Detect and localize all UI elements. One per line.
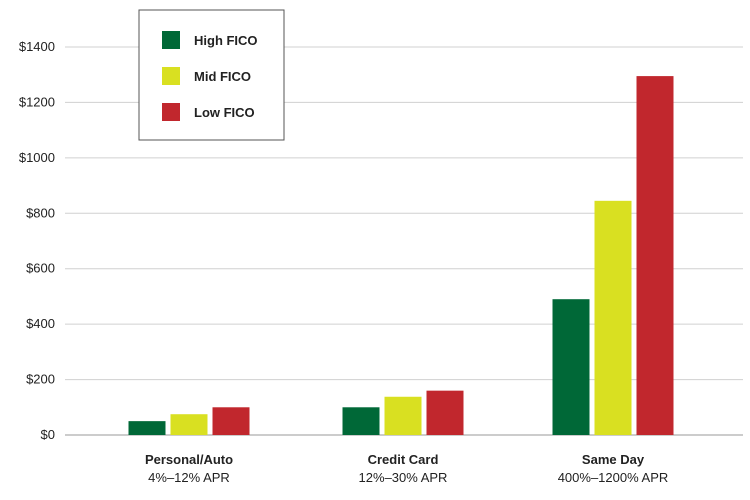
legend-swatch <box>162 31 180 49</box>
bars <box>128 76 674 435</box>
y-tick-label: $1200 <box>19 94 55 109</box>
category-apr-label: 4%–12% APR <box>148 470 230 485</box>
legend-label: Low FICO <box>194 105 255 120</box>
y-tick-label: $400 <box>26 316 55 331</box>
legend-swatch <box>162 67 180 85</box>
y-tick-label: $200 <box>26 372 55 387</box>
bar-mid-fico-personal-auto <box>170 414 208 435</box>
bar-low-fico-credit-card <box>426 390 464 435</box>
category-apr-label: 400%–1200% APR <box>558 470 669 485</box>
legend-swatch <box>162 103 180 121</box>
y-tick-label: $0 <box>41 427 55 442</box>
y-tick-label: $1400 <box>19 39 55 54</box>
y-tick-label: $800 <box>26 205 55 220</box>
bar-mid-fico-same-day <box>594 200 632 435</box>
y-axis-tick-labels: $0 $200 $400 $600 $800 $1000 $1200 $1400 <box>19 39 55 442</box>
bar-mid-fico-credit-card <box>384 396 422 435</box>
bar-high-fico-same-day <box>552 299 590 435</box>
y-tick-label: $1000 <box>19 150 55 165</box>
category-label: Credit Card <box>368 452 439 467</box>
bar-low-fico-same-day <box>636 76 674 435</box>
bar-low-fico-personal-auto <box>212 407 250 435</box>
legend-label: Mid FICO <box>194 69 251 84</box>
legend-label: High FICO <box>194 33 258 48</box>
legend: High FICO Mid FICO Low FICO <box>138 9 285 141</box>
bar-high-fico-credit-card <box>342 407 380 435</box>
bar-high-fico-personal-auto <box>128 421 166 435</box>
category-label: Same Day <box>582 452 645 467</box>
y-tick-label: $600 <box>26 261 55 276</box>
category-label: Personal/Auto <box>145 452 233 467</box>
category-apr-label: 12%–30% APR <box>359 470 448 485</box>
x-axis-category-labels: Personal/Auto 4%–12% APR Credit Card 12%–30… <box>145 452 668 485</box>
